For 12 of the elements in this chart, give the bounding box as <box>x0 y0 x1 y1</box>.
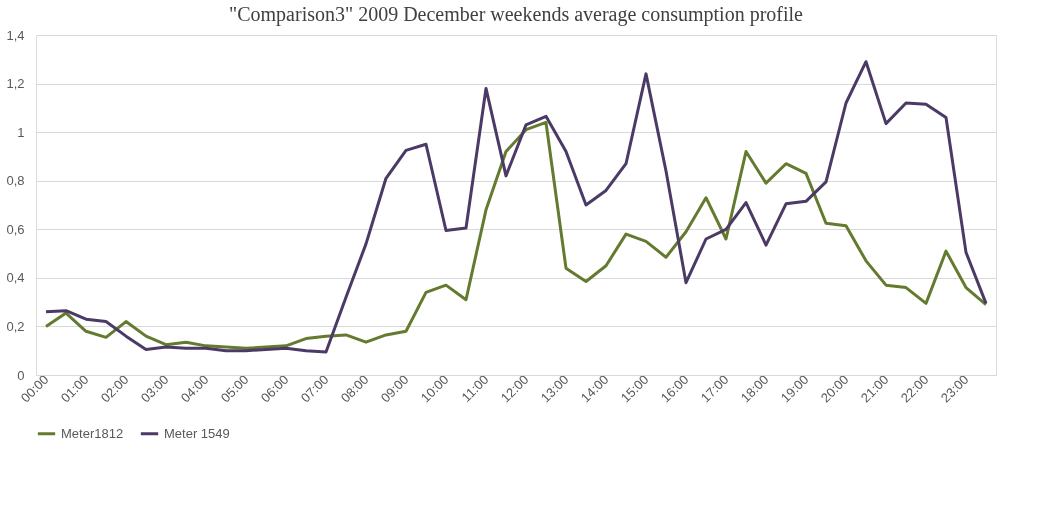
y-tick-label: 1 <box>17 124 25 140</box>
line-series <box>44 120 988 350</box>
y-tick-label: 0,2 <box>6 318 25 334</box>
chart-title: "Comparison3" 2009 December weekends average consumption profile <box>229 3 804 26</box>
legend-label: Meter 1549 <box>164 425 230 441</box>
y-tick-label: 0,8 <box>6 173 25 189</box>
y-tick-label: 1,2 <box>6 76 25 92</box>
y-tick-label: 1,4 <box>6 27 25 43</box>
legend-label: Meter1812 <box>61 425 124 441</box>
y-tick-label: 0,6 <box>6 221 25 237</box>
line-series <box>44 60 988 354</box>
y-tick-label: 0,4 <box>6 270 25 286</box>
